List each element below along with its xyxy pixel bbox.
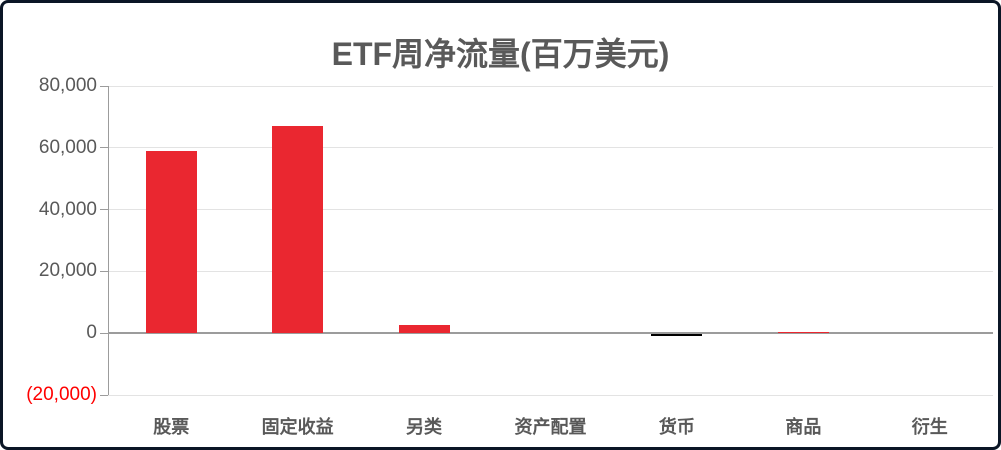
y-axis-tick bbox=[100, 394, 108, 396]
category-label-股票: 股票 bbox=[153, 417, 190, 437]
y-axis-tick bbox=[100, 332, 108, 334]
y-axis-tick bbox=[100, 147, 108, 149]
y-tick-label: 80,000 bbox=[38, 75, 97, 96]
y-axis-tick bbox=[100, 270, 108, 272]
y-tick-label: 0 bbox=[86, 322, 97, 344]
gridline bbox=[108, 85, 993, 87]
bar-货币 bbox=[651, 334, 703, 337]
category-label-货币: 货币 bbox=[658, 417, 695, 437]
y-tick-label: 20,000 bbox=[38, 260, 97, 282]
gridline bbox=[108, 394, 993, 396]
y-axis-tick bbox=[100, 209, 108, 211]
x-axis-line bbox=[108, 332, 993, 335]
bar-另类 bbox=[398, 325, 450, 334]
chart-title: ETF周净流量(百万美元) bbox=[331, 36, 670, 72]
category-label-衍生: 衍生 bbox=[911, 417, 948, 437]
y-tick-label: 40,000 bbox=[38, 198, 97, 220]
bar-股票 bbox=[145, 150, 197, 334]
category-label-商品: 商品 bbox=[785, 417, 822, 437]
gridline bbox=[108, 270, 993, 272]
y-axis-tick bbox=[100, 85, 108, 87]
bar-商品 bbox=[777, 331, 829, 334]
category-label-资产配置: 资产配置 bbox=[514, 417, 587, 437]
y-tick-label: 60,000 bbox=[38, 136, 97, 158]
gridline bbox=[108, 147, 993, 149]
bar-固定收益 bbox=[272, 126, 324, 334]
y-tick-label: (20,000) bbox=[26, 384, 97, 405]
category-label-固定收益: 固定收益 bbox=[261, 417, 334, 437]
category-label-另类: 另类 bbox=[406, 417, 443, 437]
y-axis-line bbox=[108, 86, 109, 395]
gridline bbox=[108, 209, 993, 211]
